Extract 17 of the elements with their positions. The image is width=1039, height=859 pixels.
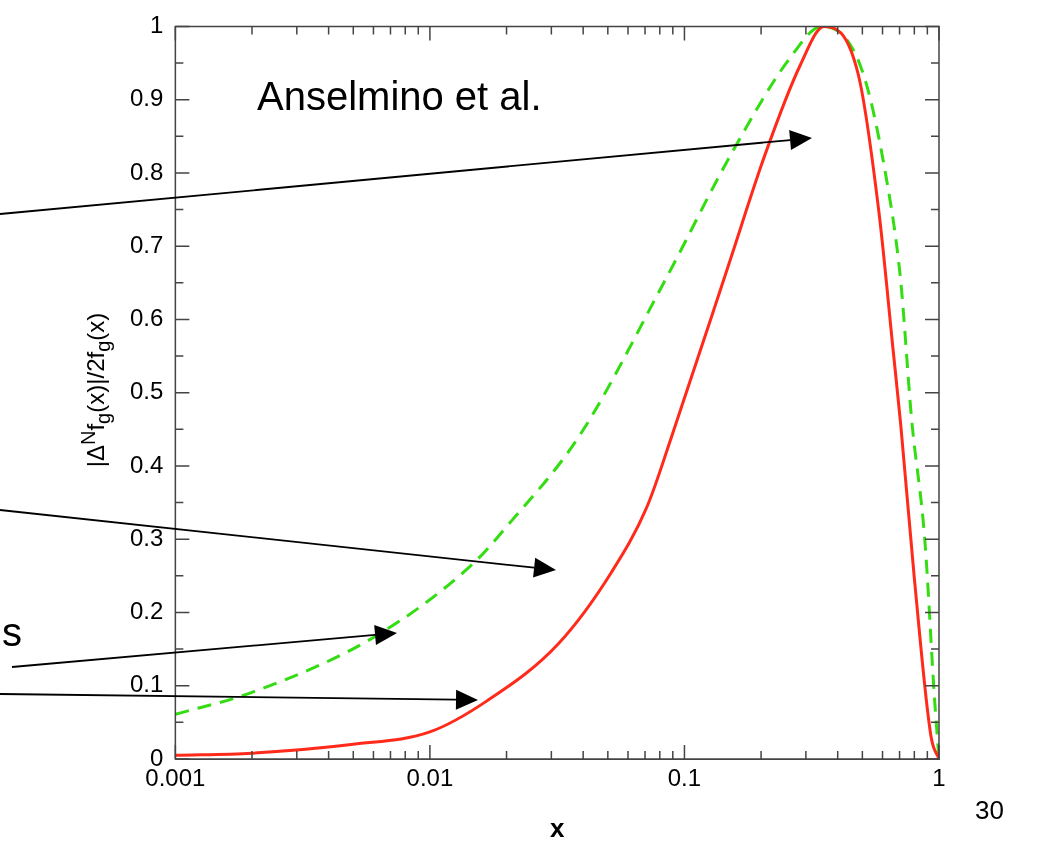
- y-tick-label: 0.2: [129, 597, 164, 625]
- y-tick-label: 0.8: [129, 157, 164, 185]
- x-tick-label: 0.1: [667, 764, 702, 792]
- y-tick-label: 0.5: [129, 377, 164, 405]
- annotation: Anselmino et al.: [257, 73, 542, 120]
- y-tick-label: 1: [150, 11, 164, 39]
- x-tick-label: 0.01: [406, 764, 454, 792]
- x-axis-title: x: [549, 812, 565, 843]
- text: s: [2, 609, 22, 656]
- y-tick-label: 0.1: [129, 670, 164, 698]
- y-tick-label: 0.4: [129, 450, 164, 478]
- text: 30: [975, 795, 1004, 827]
- y-tick-label: 0.6: [129, 304, 164, 332]
- x-tick-label: 1: [932, 764, 946, 792]
- y-tick-label: 0.3: [129, 523, 164, 551]
- y-tick-label: 0.7: [129, 230, 164, 258]
- y-tick-label: 0.9: [129, 84, 164, 112]
